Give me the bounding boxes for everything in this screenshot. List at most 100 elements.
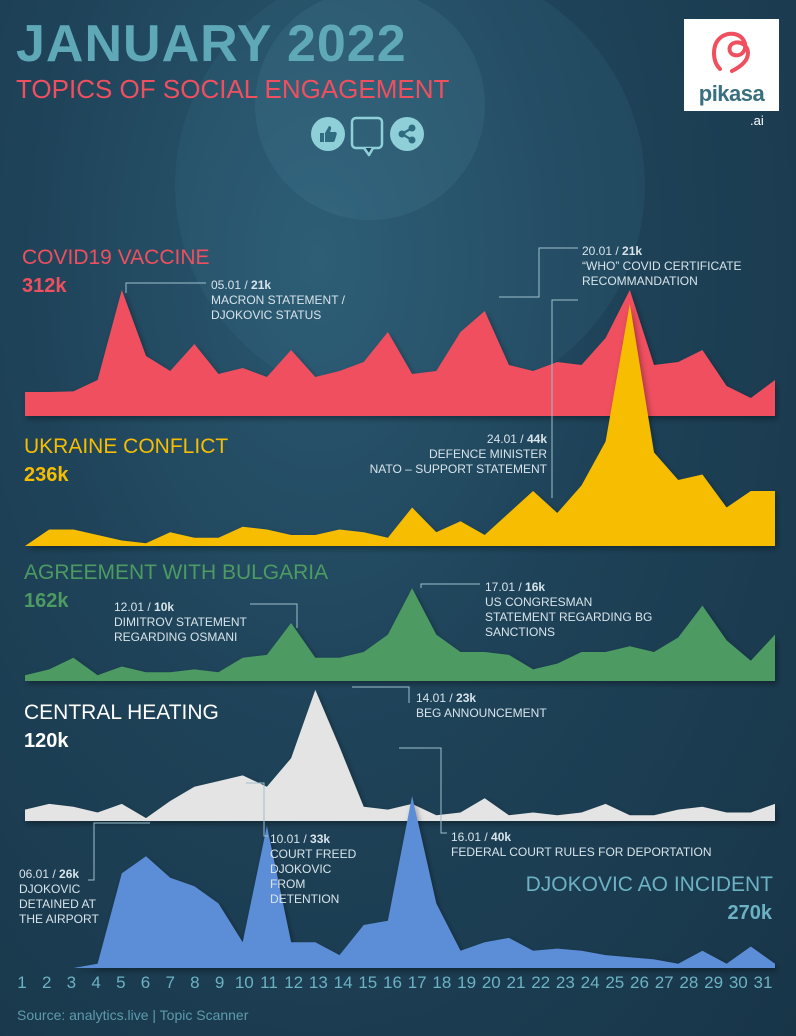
comment-icon — [350, 116, 386, 163]
x-tick-label: 18 — [432, 973, 452, 992]
series-area-ukraine — [25, 304, 775, 546]
series-area-djokovic — [25, 796, 775, 968]
annotation-text: REGARDING OSMANI — [114, 630, 238, 644]
x-tick-label: 24 — [580, 973, 600, 992]
series-area-heating — [25, 689, 775, 821]
x-tick-label: 30 — [728, 973, 748, 992]
annotation-text: MACRON STATEMENT / — [211, 293, 346, 307]
series-label-bulgaria: AGREEMENT WITH BULGARIA — [24, 561, 329, 584]
annotation-date: 17.01 — [485, 580, 516, 594]
annotation-leader-line — [246, 782, 268, 837]
x-tick-label: 16 — [383, 973, 402, 992]
series-label-ukraine: UKRAINE CONFLICT — [24, 435, 229, 458]
x-tick-label: 14 — [333, 973, 353, 992]
x-tick-label: 7 — [165, 973, 175, 992]
x-tick-label: 25 — [605, 973, 625, 992]
series-area-covid — [25, 290, 775, 416]
annotation-value: 21k — [622, 244, 643, 258]
x-tick-label: 1 — [17, 973, 27, 992]
annotation-leader-line — [420, 583, 480, 588]
annotation-leader-line — [399, 747, 447, 834]
x-tick-label: 12 — [284, 973, 304, 992]
annotation-bulgaria-1201: 12.01 / 10k DIMITROV STATEMENT REGARDING… — [114, 600, 247, 644]
annotation-date: 10.01 — [270, 832, 301, 846]
annotation-text: DETENTION — [270, 892, 340, 906]
annotation-text: US CONGRESMAN — [485, 595, 593, 609]
annotation-date: 24.01 — [486, 432, 517, 446]
annotation-date: 05.01 — [211, 278, 242, 292]
annotation-text: BEG ANNOUNCEMENT — [416, 706, 547, 720]
annotation-leader-line — [88, 822, 150, 881]
share-icon — [390, 117, 424, 151]
annotation-leader-line — [499, 247, 578, 298]
x-tick-label: 29 — [704, 973, 724, 992]
series-area-bulgaria — [25, 588, 775, 681]
x-tick-label: 20 — [481, 973, 501, 992]
annotation-djokovic-1601: 16.01 / 40k FEDERAL COURT RULES FOR DEPO… — [451, 830, 712, 859]
annotation-value: 44k — [526, 432, 547, 446]
annotation-bulgaria-1701: 17.01 / 16k US CONGRESMAN STATEMENT REGA… — [485, 580, 653, 639]
annotation-date: 12.01 — [114, 600, 145, 614]
pikasa-logo-mark — [712, 31, 751, 73]
x-tick-label: 5 — [116, 973, 126, 992]
annotation-text: FROM — [270, 877, 306, 891]
annotation-text: FEDERAL COURT RULES FOR DEPORTATION — [451, 845, 712, 859]
x-tick-label: 17 — [407, 973, 427, 992]
annotation-text: DJOKOVIC STATUS — [211, 308, 322, 322]
x-tick-label: 27 — [654, 973, 674, 992]
page-title: JANUARY 2022 — [16, 15, 407, 73]
series-label-heating: CENTRAL HEATING — [24, 701, 219, 724]
annotation-text: STATEMENT REGARDING BG — [485, 610, 653, 624]
annotation-value: 10k — [154, 600, 175, 614]
annotation-text: COURT FREED — [270, 847, 357, 861]
series-label-djokovic: DJOKOVIC AO INCIDENT — [525, 873, 773, 896]
series-total-djokovic: 270k — [727, 902, 773, 924]
x-tick-label: 28 — [679, 973, 699, 992]
pikasa-logo: pikasa — [684, 19, 779, 111]
x-tick-label: 11 — [260, 973, 278, 992]
x-tick-label: 10 — [234, 973, 254, 992]
series-total-covid: 312k — [22, 275, 67, 297]
annotation-text: SANCTIONS — [485, 625, 556, 639]
source-note: Source: analytics.live | Topic Scanner — [17, 1007, 249, 1023]
x-tick-label: 9 — [214, 973, 225, 992]
x-tick-label: 4 — [91, 973, 101, 992]
annotation-djokovic-0601: 06.01 / 26k DJOKOVIC DETAINED AT THE AIR… — [19, 867, 99, 926]
annotation-value: 16k — [525, 580, 546, 594]
x-tick-label: 6 — [140, 973, 151, 992]
series-total-heating: 120k — [24, 730, 69, 752]
annotation-covid-0501: 05.01 / 21k MACRON STATEMENT / DJOKOVIC … — [211, 278, 346, 322]
annotation-text: DEFENCE MINISTER — [428, 447, 547, 461]
page-subtitle: TOPICS OF SOCIAL ENGAGEMENT — [16, 74, 450, 104]
pikasa-logo-text: pikasa — [698, 81, 765, 106]
annotation-leader-line — [352, 686, 410, 703]
annotation-value: 21k — [251, 278, 272, 292]
annotation-text: DJOKOVIC — [270, 862, 332, 876]
annotation-text: DETAINED AT — [19, 897, 96, 911]
x-tick-label: 15 — [358, 973, 378, 992]
x-tick-label: 26 — [630, 973, 649, 992]
x-tick-label: 31 — [753, 973, 773, 992]
annotation-leader-line — [551, 299, 578, 498]
annotation-value: 33k — [310, 832, 331, 846]
annotation-text: “WHO” COVID CERTIFICATE — [582, 259, 742, 273]
annotation-text: DIMITROV STATEMENT — [114, 615, 247, 629]
annotation-djokovic-1001: 10.01 / 33k COURT FREED DJOKOVIC FROM DE… — [270, 832, 357, 906]
annotation-text: DJOKOVIC — [19, 882, 81, 896]
annotation-value: 26k — [59, 867, 80, 881]
annotation-date: 16.01 — [451, 830, 482, 844]
annotation-value: 40k — [491, 830, 512, 844]
annotation-ukraine-2401: 24.01 / 44k DEFENCE MINISTER NATO – SUPP… — [369, 432, 547, 476]
annotation-date: 20.01 — [582, 244, 613, 258]
x-tick-label: 21 — [506, 973, 526, 992]
annotation-leader-line — [250, 603, 298, 628]
x-tick-label: 19 — [457, 973, 477, 992]
annotation-date: 06.01 — [19, 867, 50, 881]
logo-suffix: .ai — [750, 113, 764, 128]
annotation-text: THE AIRPORT — [19, 912, 99, 926]
annotation-text: RECOMMANDATION — [582, 274, 698, 288]
x-tick-label: 8 — [190, 973, 200, 992]
series-total-ukraine: 236k — [24, 464, 69, 486]
annotation-heating-1401: 14.01 / 23k BEG ANNOUNCEMENT — [416, 691, 547, 720]
